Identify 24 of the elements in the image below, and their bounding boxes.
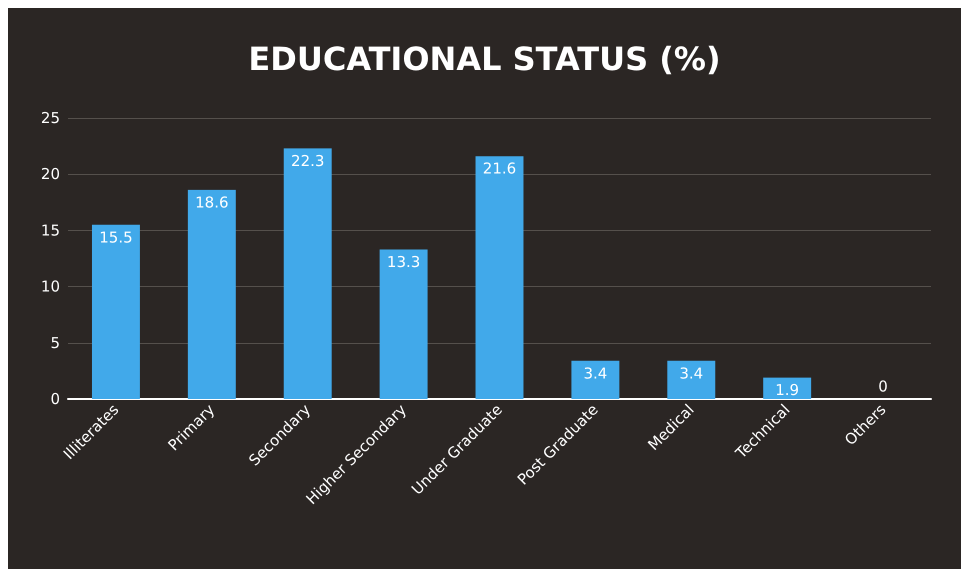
- data-label: 1.9: [775, 381, 800, 400]
- bar: [476, 156, 524, 399]
- bar: [188, 190, 236, 399]
- data-label: 13.3: [386, 253, 420, 272]
- y-tick-label: 10: [40, 278, 60, 296]
- data-label: 22.3: [291, 152, 324, 170]
- chart-title: EDUCATIONAL STATUS (%): [248, 40, 721, 78]
- bar: [380, 250, 428, 399]
- y-tick-label: 20: [40, 165, 60, 184]
- bar: [667, 360, 716, 399]
- bar: [571, 360, 620, 399]
- data-label: 21.6: [482, 160, 516, 178]
- data-label: 3.4: [583, 364, 608, 382]
- y-tick-label: 5: [50, 334, 60, 352]
- bar: [763, 378, 812, 399]
- bar: [92, 224, 140, 399]
- data-label: 18.6: [195, 193, 229, 212]
- y-tick-label: 15: [40, 221, 60, 240]
- y-tick-label: 25: [40, 109, 60, 127]
- data-label: 3.4: [679, 364, 704, 382]
- bar: [284, 148, 332, 399]
- y-tick-label: 0: [50, 390, 60, 408]
- data-label: 15.5: [99, 228, 133, 246]
- data-label: 0: [878, 378, 888, 396]
